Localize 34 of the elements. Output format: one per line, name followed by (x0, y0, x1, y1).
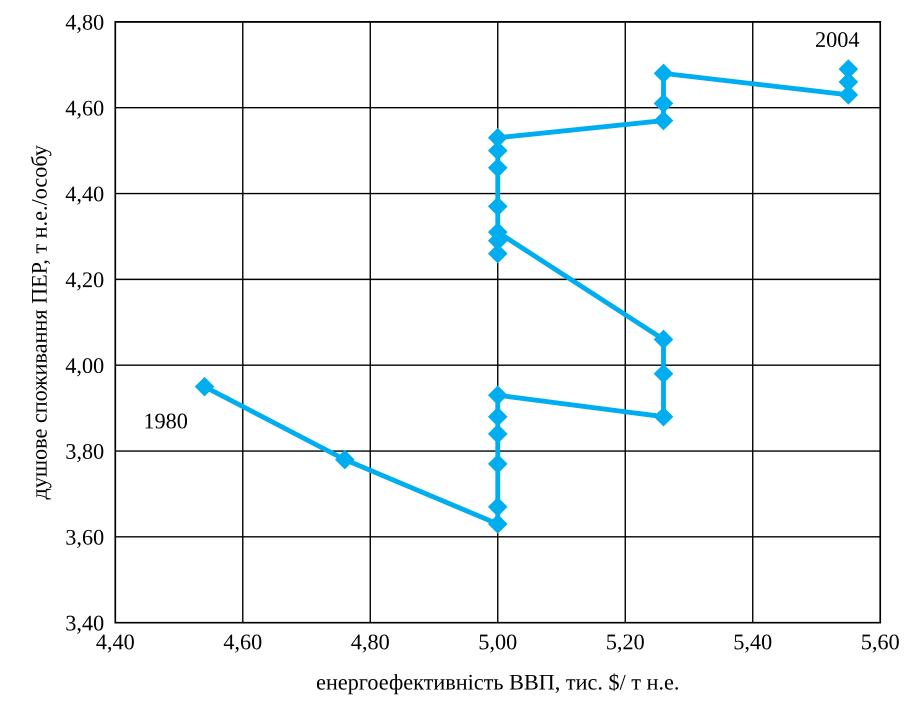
annotation: 2004 (816, 32, 860, 48)
point (488, 158, 508, 178)
point (488, 386, 508, 405)
point (654, 64, 674, 83)
x-tick-label: 5,20 (607, 634, 644, 653)
point (654, 364, 674, 384)
x-tick-label: 4,80 (351, 634, 389, 653)
x-tick-label: 5,60 (862, 634, 899, 653)
point (654, 407, 674, 426)
x-axis-title: енергоефективність ВВП, тис. $/ т н.е. (316, 673, 678, 694)
y-tick-label: 3,60 (66, 530, 104, 548)
y-tick-label: 4,40 (66, 186, 104, 205)
y-tick-label: 4,00 (66, 358, 104, 376)
point (195, 377, 214, 396)
point (488, 424, 508, 444)
point (488, 196, 508, 216)
point (488, 497, 508, 516)
x-tick-label: 4,60 (224, 634, 262, 653)
point (654, 111, 674, 130)
y-axis-title: душове споживання ПЕР, т н.е./особу (30, 145, 52, 500)
annotation: 1980 (145, 414, 188, 429)
x-tick-label: 4,40 (96, 634, 134, 653)
y-tick-label: 4,20 (66, 272, 104, 290)
y-tick-label: 3,80 (66, 444, 104, 462)
point (488, 407, 508, 426)
point (335, 450, 354, 470)
x-tick-label: 5,00 (480, 634, 516, 653)
y-tick-label: 4,60 (66, 100, 104, 119)
point (488, 454, 508, 474)
y-tick-label: 4,80 (66, 14, 104, 34)
x-tick-label: 5,40 (734, 634, 772, 653)
point (654, 330, 674, 349)
point (654, 94, 674, 113)
y-tick-label: 3,40 (66, 616, 104, 634)
